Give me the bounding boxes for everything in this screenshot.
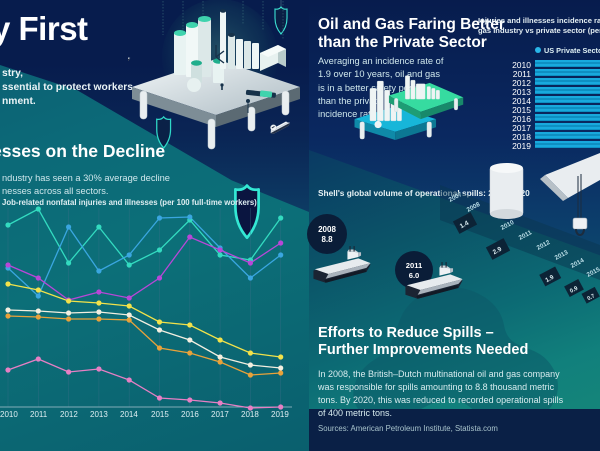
svg-text:2011: 2011 — [406, 261, 423, 270]
svg-text:8.8: 8.8 — [321, 235, 333, 244]
svg-text:2008: 2008 — [318, 225, 336, 234]
svg-text:6.0: 6.0 — [409, 271, 420, 280]
